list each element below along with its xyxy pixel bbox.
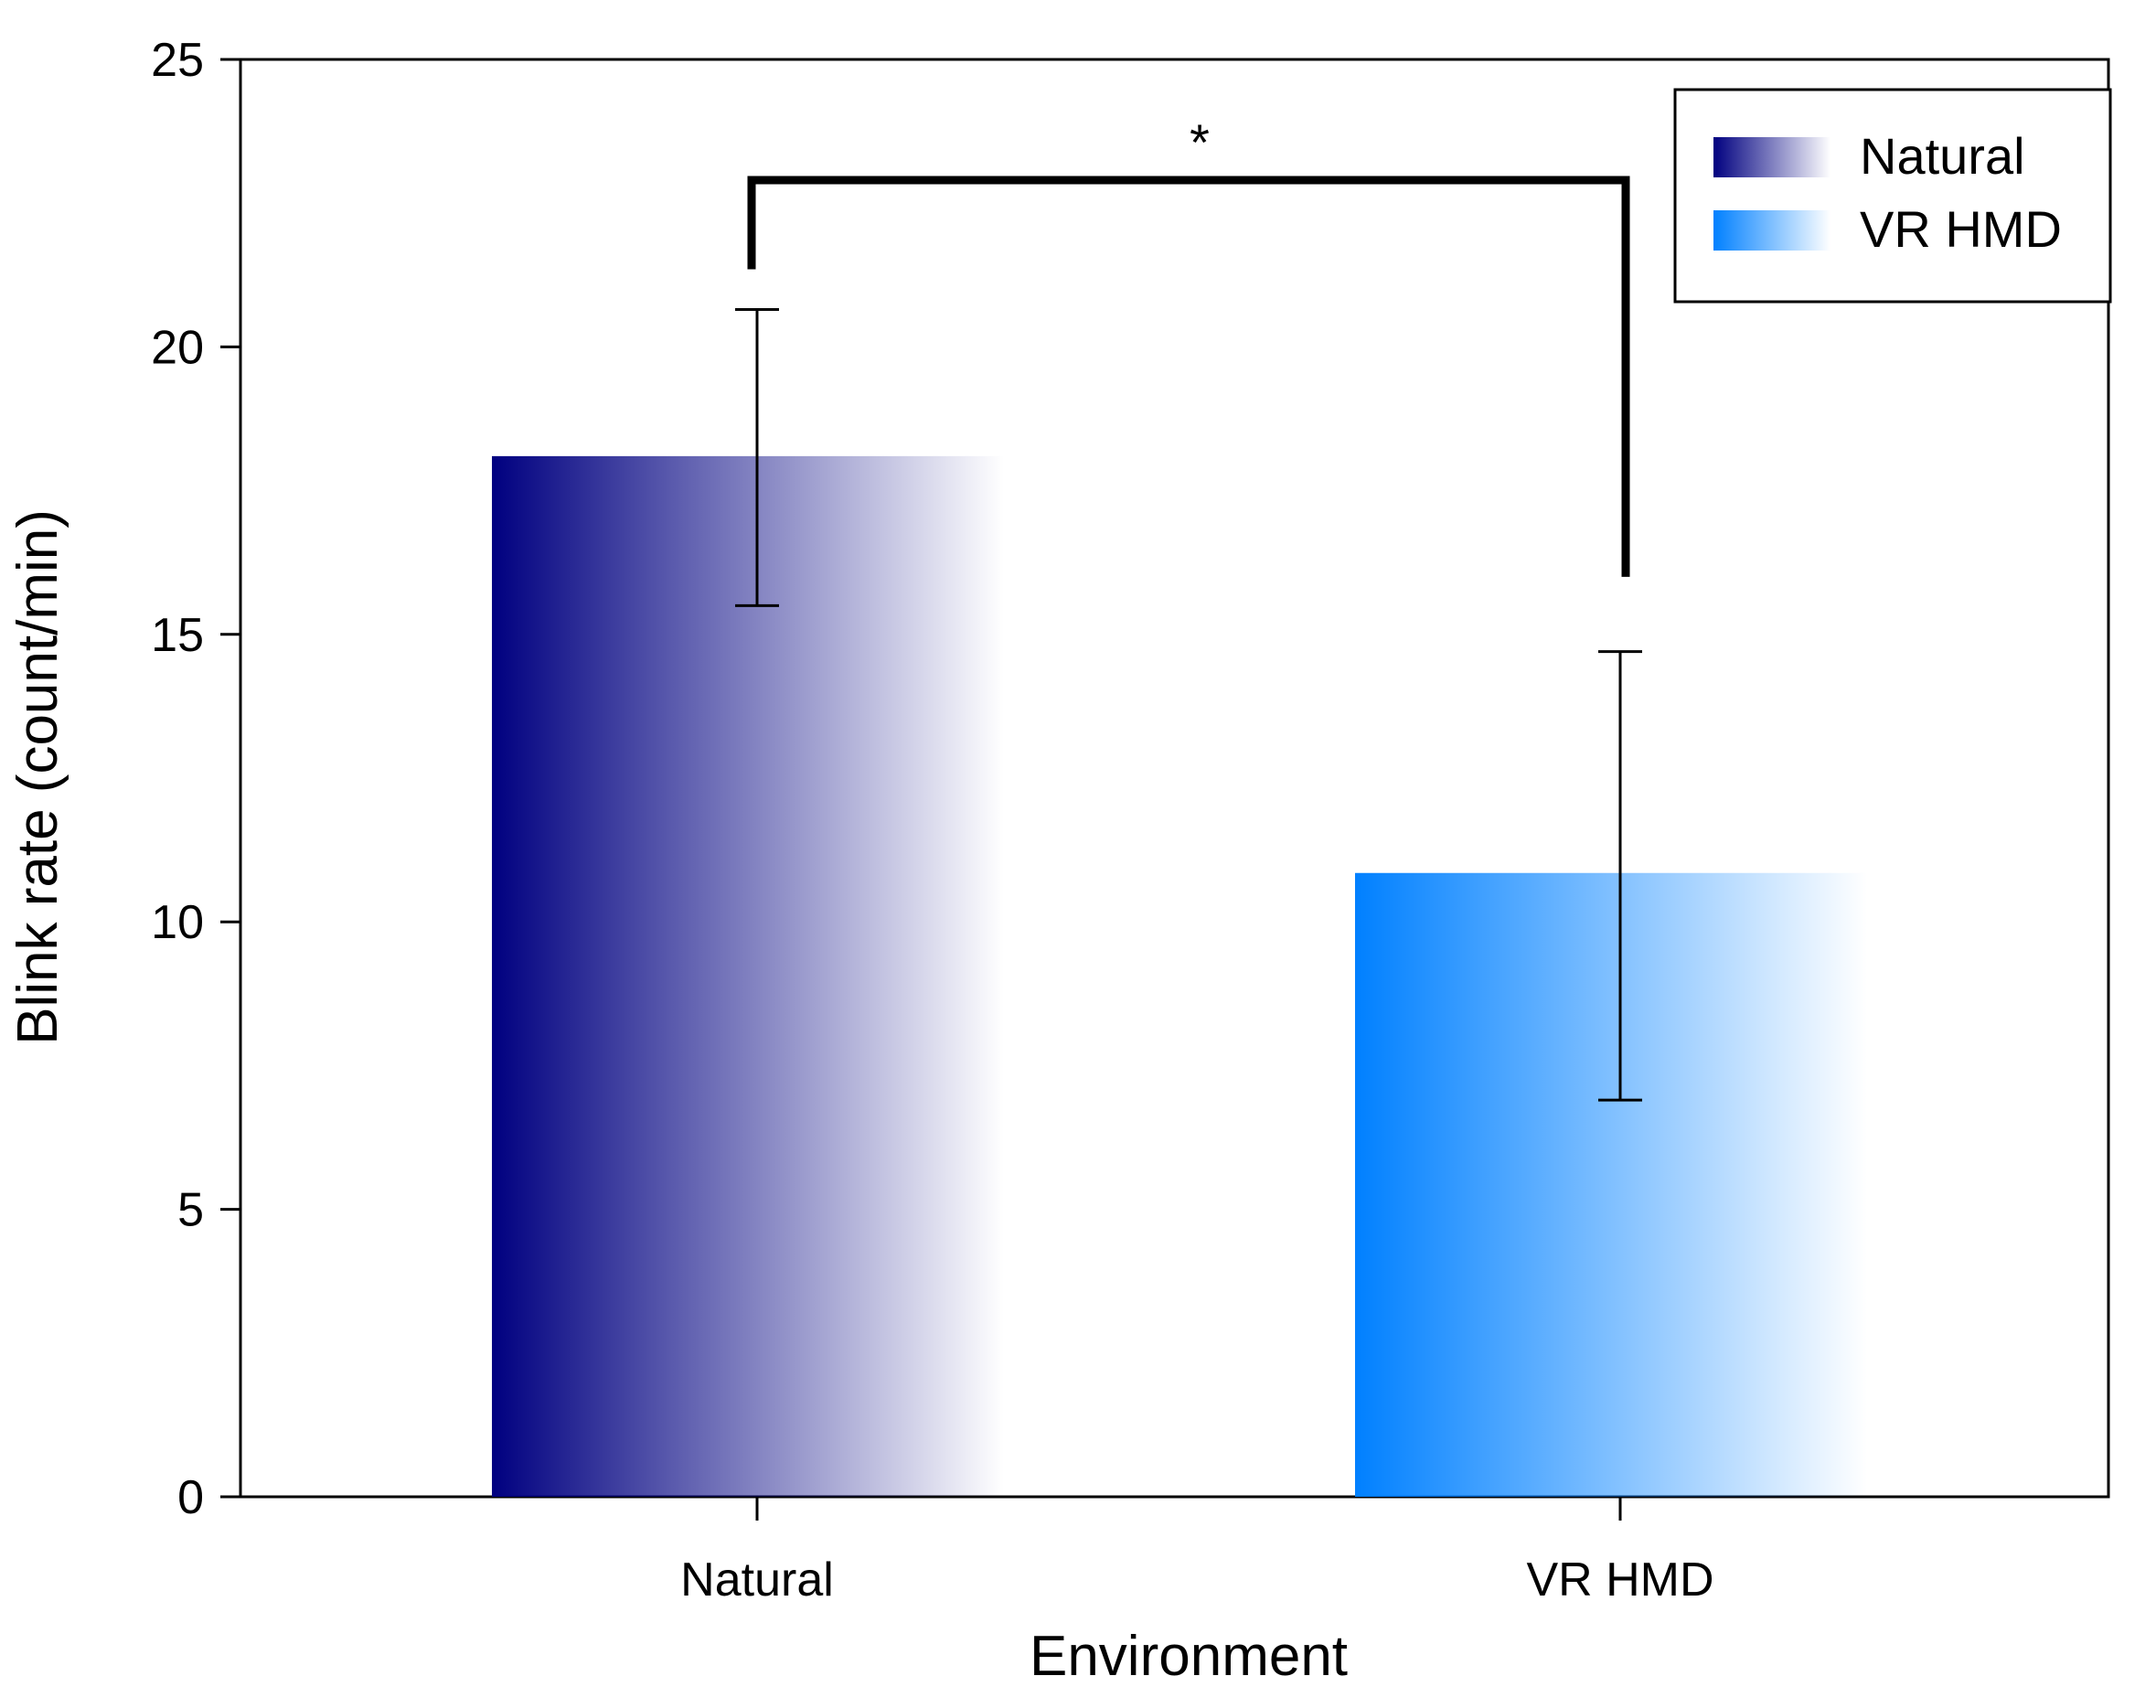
significance-bracket [747, 176, 1630, 577]
legend-label-natural: Natural [1860, 127, 2025, 185]
bar-vr-hmd [1355, 872, 1867, 1497]
y-tick-label-10: 10 [151, 896, 204, 949]
legend-swatch-natural [1713, 137, 1830, 177]
y-tick-label-5: 5 [177, 1184, 204, 1237]
y-tick-label-25: 25 [151, 34, 204, 87]
x-tick-label-natural: Natural [680, 1553, 834, 1607]
x-axis-title: Environment [1030, 1625, 1348, 1688]
y-tick-label-0: 0 [177, 1471, 204, 1524]
y-tick-label-20: 20 [151, 321, 204, 374]
bar-natural [492, 455, 1004, 1497]
plot-area-frame [239, 58, 2110, 1499]
significance-label: * [1190, 113, 1210, 171]
y-axis-title: Blink rate (count/min) [6, 509, 69, 1045]
legend-box [1673, 88, 2112, 304]
legend-label-vr-hmd: VR HMD [1860, 200, 2062, 258]
y-tick-label-15: 15 [151, 609, 204, 662]
legend-swatch-vr-hmd [1713, 210, 1830, 251]
x-tick-label-vr-hmd: VR HMD [1526, 1553, 1713, 1607]
